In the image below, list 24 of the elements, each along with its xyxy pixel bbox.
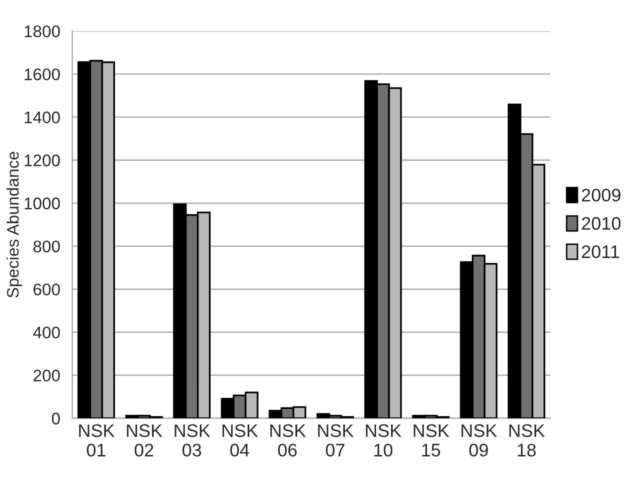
y-axis-title: Species Abundance <box>6 152 22 298</box>
x-tick-label: NSK 01 <box>79 424 115 457</box>
x-tick-label: NSK 04 <box>222 424 258 457</box>
legend-label: 2010 <box>582 217 621 230</box>
y-tick-label: 1600 <box>24 68 60 80</box>
legend-label: 2009 <box>582 188 620 202</box>
x-tick-label: NSK 09 <box>462 424 498 457</box>
y-tick-label: 800 <box>33 240 60 252</box>
y-tick-label: 1400 <box>24 112 60 124</box>
x-tick-label: NSK 10 <box>366 424 402 457</box>
legend-label: 2011 <box>582 245 620 258</box>
y-tick-label: 200 <box>34 370 60 382</box>
x-tick-label: NSK 15 <box>414 424 450 457</box>
x-tick-label: NSK 18 <box>509 424 545 457</box>
y-tick-label: 600 <box>34 284 60 296</box>
x-tick-label: NSK 02 <box>126 424 162 457</box>
x-tick-label: NSK 07 <box>318 424 354 457</box>
y-tick-label: 1000 <box>24 198 60 210</box>
y-tick-label: 400 <box>33 326 60 338</box>
y-tick-label: 1800 <box>24 25 60 38</box>
x-tick-label: NSK 06 <box>270 424 306 457</box>
y-tick-label: 1200 <box>24 154 60 166</box>
y-tick-label: 0 <box>52 412 60 424</box>
x-tick-label: NSK 03 <box>174 424 210 457</box>
